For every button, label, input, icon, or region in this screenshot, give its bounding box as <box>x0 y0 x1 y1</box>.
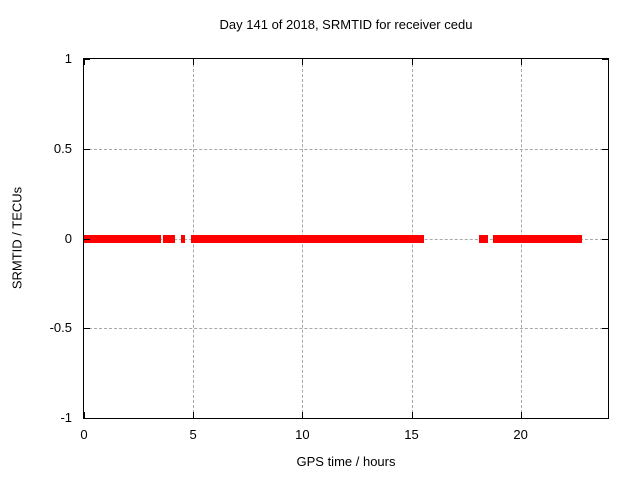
x-tick-label: 10 <box>295 427 310 442</box>
y-tick-mark <box>84 148 90 150</box>
y-tick-mark <box>602 238 608 240</box>
y-tick-mark <box>602 418 608 419</box>
x-tick-label: 5 <box>189 427 197 442</box>
chart-title: Day 141 of 2018, SRMTID for receiver ced… <box>219 17 473 32</box>
y-tick-mark <box>84 328 90 330</box>
x-tick-mark <box>302 59 304 65</box>
x-tick-mark <box>411 412 413 418</box>
plot-area <box>83 58 609 419</box>
x-tick-mark <box>193 59 195 65</box>
x-tick-mark <box>84 59 85 65</box>
x-tick-mark <box>84 412 85 418</box>
data-segment <box>163 234 175 243</box>
y-tick-mark <box>84 59 90 60</box>
x-tick-label: 0 <box>80 427 88 442</box>
x-tick-label: 15 <box>404 427 419 442</box>
x-tick-mark <box>193 412 195 418</box>
y-tick-label: -0.5 <box>49 320 72 336</box>
y-tick-label: -1 <box>60 410 72 425</box>
x-axis-label: GPS time / hours <box>296 454 396 469</box>
y-tick-mark <box>602 148 608 150</box>
y-tick-label: 0.5 <box>53 140 72 156</box>
y-gridline <box>84 148 608 150</box>
data-segment <box>492 234 583 243</box>
x-tick-mark <box>520 412 522 418</box>
y-tick-mark <box>602 59 608 60</box>
data-segment <box>180 234 185 243</box>
y-gridline <box>84 328 608 330</box>
x-tick-mark <box>520 59 522 65</box>
y-tick-mark <box>84 238 90 240</box>
y-tick-mark <box>602 328 608 330</box>
x-tick-mark <box>302 412 304 418</box>
y-tick-label: 1 <box>64 51 72 66</box>
data-segment <box>478 234 489 243</box>
data-segment <box>191 234 424 243</box>
y-tick-mark <box>84 418 90 419</box>
x-tick-mark <box>411 59 413 65</box>
y-tick-label: 0 <box>64 230 72 246</box>
data-segment <box>84 234 161 243</box>
x-tick-label: 20 <box>513 427 528 442</box>
